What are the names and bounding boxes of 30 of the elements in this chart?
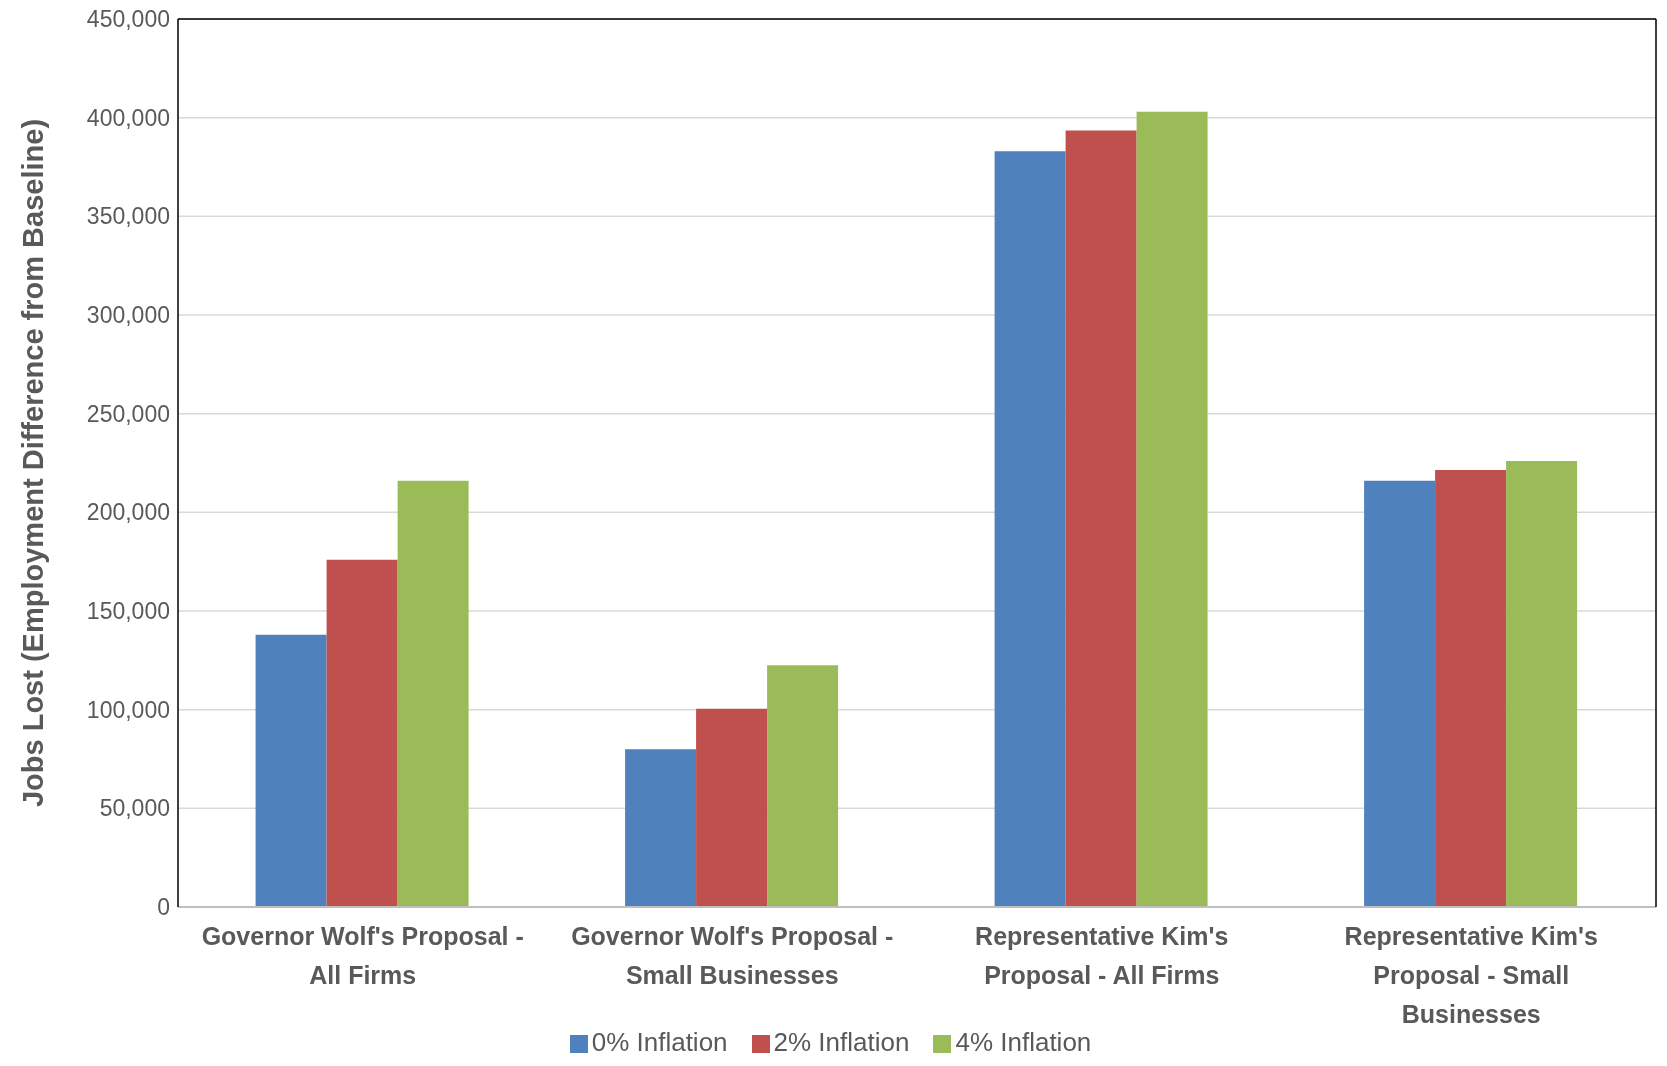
y-tick-label: 150,000 <box>86 598 170 625</box>
y-tick-label: 300,000 <box>86 302 170 329</box>
y-tick-label: 0 <box>157 894 170 921</box>
bar <box>1506 461 1578 907</box>
bar <box>1435 469 1507 907</box>
y-tick-label: 350,000 <box>86 203 170 230</box>
legend-label: 2% Inflation <box>773 1027 910 1057</box>
bar <box>625 749 697 907</box>
y-tick-label: 200,000 <box>86 499 170 526</box>
x-tick-label: Representative Kim's Proposal - All Firms <box>975 922 1229 989</box>
x-tick-label: Governor Wolf's Proposal - All Firms <box>201 922 524 989</box>
bar <box>994 151 1066 907</box>
legend-label: 4% Inflation <box>955 1027 1092 1057</box>
y-tick-label: 100,000 <box>86 696 170 723</box>
bar <box>255 634 327 907</box>
bar <box>696 708 768 907</box>
bar <box>767 665 839 907</box>
x-tick-label: Representative Kim's Proposal - Small Businesses <box>1344 922 1598 1028</box>
y-axis-title: Jobs Lost (Employment Difference from Baseline) <box>17 118 50 808</box>
bar <box>1065 130 1137 907</box>
y-tick-label: 250,000 <box>86 400 170 427</box>
y-tick-label: 400,000 <box>86 104 170 131</box>
y-tick-label: 50,000 <box>99 795 170 822</box>
bar <box>397 480 469 907</box>
bar <box>326 559 398 907</box>
legend-label: 0% Inflation <box>591 1027 728 1057</box>
x-tick-label: Governor Wolf's Proposal - Small Businesses <box>571 922 894 989</box>
bar <box>1136 111 1208 907</box>
y-tick-label: 450,000 <box>86 6 170 33</box>
bar <box>1364 480 1436 907</box>
